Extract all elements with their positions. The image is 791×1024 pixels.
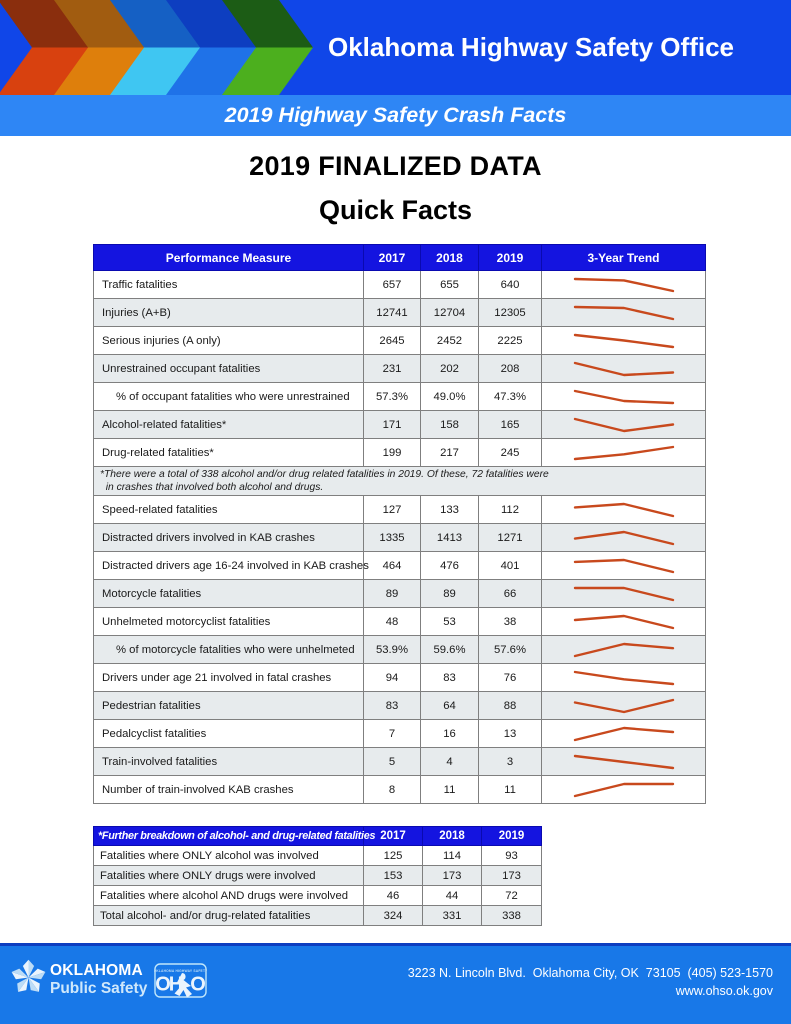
- svg-text:O: O: [190, 974, 206, 996]
- svg-text:OKLAHOMA HIGHWAY SAFETY: OKLAHOMA HIGHWAY SAFETY: [154, 969, 207, 973]
